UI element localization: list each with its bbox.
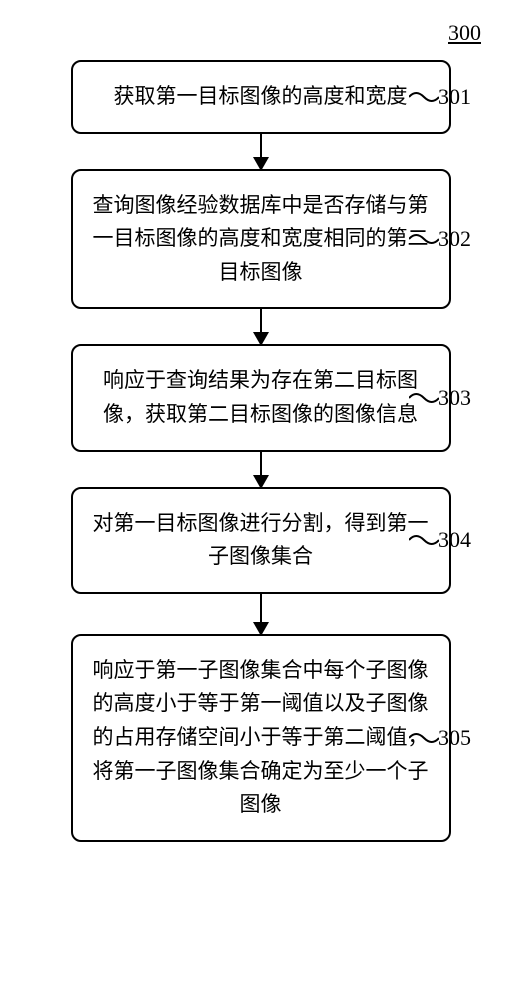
- step-number-301: 301: [438, 84, 471, 110]
- step-row-305: 响应于第一子图像集合中每个子图像的高度小于等于第一阈值以及子图像的占用存储空间小…: [20, 634, 501, 842]
- arrow-4: [260, 594, 262, 634]
- flowchart-container: 获取第一目标图像的高度和宽度 301 查询图像经验数据库中是否存储与第一目标图像…: [20, 60, 501, 842]
- step-box-304: 对第一目标图像进行分割，得到第一子图像集合: [71, 487, 451, 594]
- step-box-301: 获取第一目标图像的高度和宽度: [71, 60, 451, 134]
- connector-wave: [409, 229, 439, 249]
- step-row-302: 查询图像经验数据库中是否存储与第一目标图像的高度和宽度相同的第二目标图像 302: [20, 169, 501, 310]
- arrow-2: [260, 309, 262, 344]
- figure-label: 300: [448, 20, 481, 46]
- step-box-303: 响应于查询结果为存在第二目标图像，获取第二目标图像的图像信息: [71, 344, 451, 451]
- connector-wave: [409, 87, 439, 107]
- connector-wave: [409, 728, 439, 748]
- step-number-304: 304: [438, 527, 471, 553]
- step-box-305: 响应于第一子图像集合中每个子图像的高度小于等于第一阈值以及子图像的占用存储空间小…: [71, 634, 451, 842]
- step-row-304: 对第一目标图像进行分割，得到第一子图像集合 304: [20, 487, 501, 594]
- arrow-1: [260, 134, 262, 169]
- connector-wave: [409, 530, 439, 550]
- step-box-302: 查询图像经验数据库中是否存储与第一目标图像的高度和宽度相同的第二目标图像: [71, 169, 451, 310]
- step-row-303: 响应于查询结果为存在第二目标图像，获取第二目标图像的图像信息 303: [20, 344, 501, 451]
- step-number-303: 303: [438, 385, 471, 411]
- step-number-302: 302: [438, 226, 471, 252]
- arrow-3: [260, 452, 262, 487]
- connector-wave: [409, 388, 439, 408]
- step-number-305: 305: [438, 725, 471, 751]
- step-row-301: 获取第一目标图像的高度和宽度 301: [20, 60, 501, 134]
